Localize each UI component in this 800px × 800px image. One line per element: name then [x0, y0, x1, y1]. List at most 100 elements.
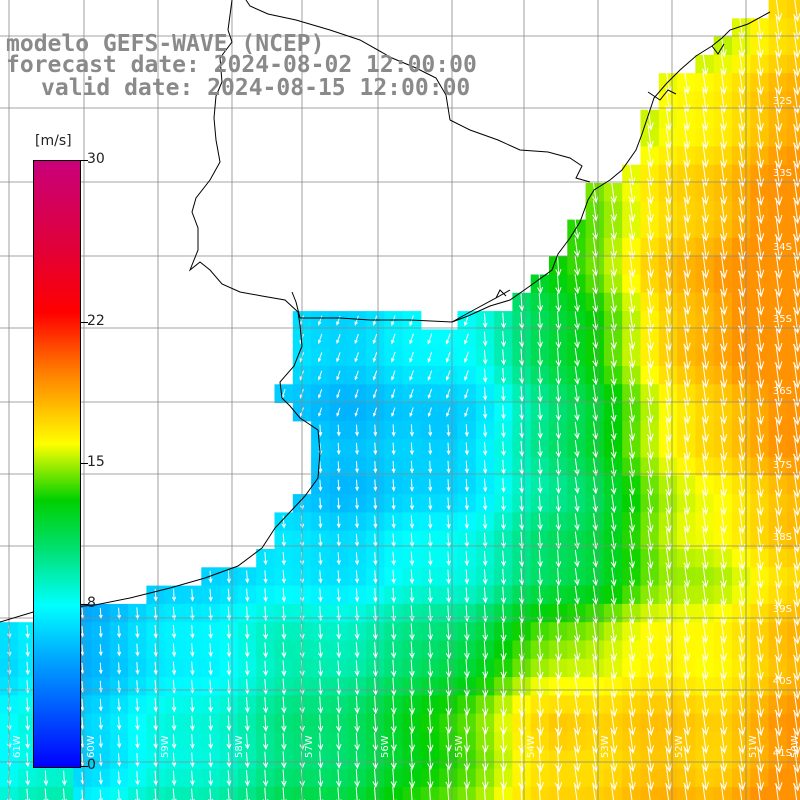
wind-arrow	[409, 569, 415, 585]
wind-arrow	[555, 255, 562, 277]
wind-arrow	[446, 533, 451, 548]
colorbar	[33, 160, 81, 768]
wind-arrow	[427, 731, 434, 752]
wind-arrow	[610, 420, 617, 441]
wind-arrow	[482, 368, 488, 383]
wind-arrow	[555, 531, 562, 550]
wind-arrow	[683, 620, 691, 644]
wind-arrow	[80, 644, 85, 656]
wind-arrow	[592, 603, 599, 624]
wind-arrow	[646, 309, 654, 333]
wind-arrow	[555, 439, 562, 458]
wind-arrow	[646, 638, 654, 662]
wind-arrow	[409, 623, 415, 641]
wind-arrow	[262, 769, 269, 787]
wind-arrow	[262, 751, 269, 769]
wind-arrow	[665, 419, 673, 443]
wind-arrow	[153, 588, 158, 602]
wind-arrow	[391, 389, 396, 399]
wind-arrow	[500, 658, 507, 679]
wind-arrow	[318, 389, 323, 399]
wind-arrow	[665, 108, 673, 131]
wind-arrow	[574, 585, 580, 605]
wind-arrow	[391, 497, 396, 511]
wind-arrow	[153, 661, 158, 676]
valid-date: valid date: 2024-08-15 12:00:00	[41, 75, 471, 101]
model-title: modelo GEFS-WAVE (NCEP)	[6, 31, 325, 57]
wind-arrow	[646, 327, 654, 351]
wind-arrow	[427, 407, 432, 418]
wind-arrow	[98, 662, 103, 675]
wind-arrow	[592, 476, 598, 495]
wind-arrow	[317, 787, 324, 800]
wind-arrow	[372, 768, 379, 788]
wind-arrow	[427, 587, 433, 604]
wind-arrow	[665, 437, 673, 461]
wind-arrow	[520, 784, 523, 800]
wind-arrow	[446, 551, 451, 567]
wind-arrow	[574, 403, 580, 422]
wind-arrow	[592, 200, 599, 222]
wind-arrow	[171, 715, 177, 731]
wind-arrow	[646, 602, 654, 625]
wind-arrow	[646, 437, 654, 460]
wind-arrow	[408, 750, 416, 770]
wind-arrow	[355, 479, 359, 492]
wind-arrow	[189, 734, 195, 750]
wind-arrow	[482, 676, 489, 698]
wind-arrow	[25, 752, 30, 768]
wind-arrow	[317, 769, 324, 788]
wind-arrow	[574, 568, 580, 586]
wind-arrow	[171, 661, 177, 676]
wind-arrow	[646, 401, 654, 424]
wind-arrow	[519, 477, 525, 494]
wind-arrow	[537, 366, 543, 385]
wind-arrow	[592, 513, 599, 532]
wind-arrow	[518, 586, 525, 605]
wind-arrow	[665, 144, 673, 168]
wind-arrow	[501, 459, 506, 475]
wind-arrow	[610, 310, 617, 332]
wind-arrow	[408, 768, 416, 789]
wind-arrow	[464, 333, 469, 345]
wind-arrow	[554, 765, 563, 791]
wind-arrow	[428, 460, 433, 474]
inland-border	[245, 0, 591, 323]
wind-arrow	[554, 728, 563, 755]
wind-arrow	[464, 407, 469, 418]
colorbar-tick	[80, 321, 88, 323]
wind-arrow	[537, 549, 543, 568]
wind-arrow	[554, 692, 563, 718]
wind-arrow	[647, 566, 654, 588]
wind-speed-cell	[622, 786, 641, 800]
wind-arrow	[208, 697, 214, 713]
wind-speed-cell	[585, 786, 605, 800]
wind-arrow	[482, 514, 488, 530]
wind-arrow	[244, 751, 250, 769]
wind-arrow	[683, 400, 691, 425]
longitude-label: 61W	[12, 735, 23, 758]
wind-arrow	[226, 606, 232, 621]
wind-arrow	[244, 733, 250, 750]
wind-arrow	[610, 200, 617, 222]
wind-arrow	[446, 569, 451, 585]
wind-arrow	[574, 311, 580, 331]
wind-arrow	[409, 460, 414, 474]
wind-arrow	[390, 695, 397, 715]
wind-arrow	[391, 351, 396, 363]
wind-arrow	[574, 347, 580, 367]
wind-arrow	[610, 620, 617, 643]
wind-arrow	[25, 661, 30, 676]
wind-arrow	[719, 675, 728, 699]
wind-arrow	[409, 333, 414, 345]
wind-arrow	[610, 549, 617, 569]
wind-arrow	[536, 603, 544, 624]
wind-arrow	[482, 423, 488, 438]
wind-arrow	[738, 656, 746, 681]
wind-arrow	[610, 457, 617, 477]
wind-arrow	[263, 552, 268, 566]
wind-arrow	[391, 623, 397, 641]
wind-arrow	[372, 389, 378, 399]
wind-arrow	[244, 697, 250, 714]
